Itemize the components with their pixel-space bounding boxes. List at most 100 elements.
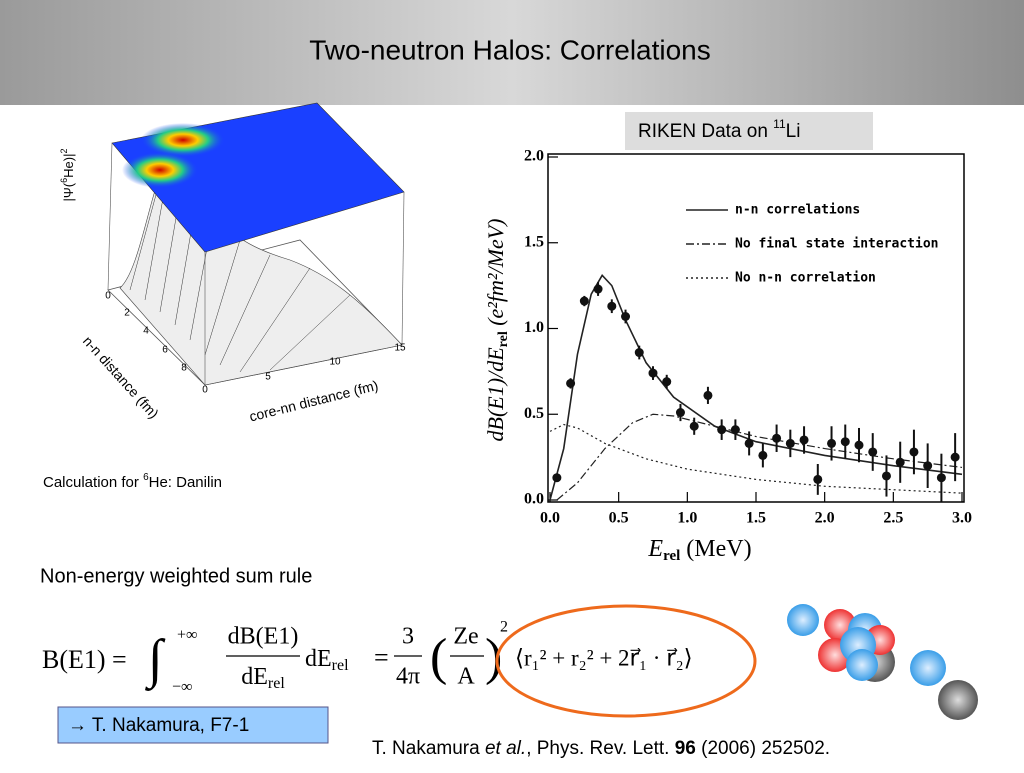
core-tick-label: 15 bbox=[394, 343, 406, 354]
y-axis-label-part: (e²fm²/MeV) bbox=[483, 219, 508, 332]
formula: B(E1) = ∫ +∞ −∞ dB(E1) dErel dErel = 3 4… bbox=[42, 619, 693, 696]
x-tick-label: 0.0 bbox=[540, 510, 560, 527]
data-point bbox=[703, 390, 713, 400]
data-point bbox=[552, 473, 562, 483]
formula-part: dErel bbox=[305, 646, 349, 674]
data-point bbox=[648, 368, 658, 378]
nn-tick-label: 4 bbox=[143, 326, 149, 337]
chart: 0.0 0.5 1.0 1.5 2.0 2.5 3.0 0.0 0.5 1.0 1.5 2.0 Erel… bbox=[483, 148, 972, 565]
formula-part: = bbox=[374, 643, 389, 672]
formula-part: −∞ bbox=[172, 679, 192, 696]
data-point bbox=[813, 474, 823, 484]
formula-part: ) bbox=[485, 629, 502, 686]
nn-tick-label: 2 bbox=[124, 308, 130, 319]
y-axis-label-part: dB(E1)/dE bbox=[483, 347, 508, 442]
data-point bbox=[621, 311, 631, 321]
x-axis-label-part: rel bbox=[663, 548, 680, 564]
x-axis-label: Erel (MeV) bbox=[647, 536, 751, 565]
highlight-ellipse bbox=[495, 604, 757, 718]
y-axis-label: dB(E1)/dErel (e²fm²/MeV) bbox=[483, 219, 511, 442]
data-point bbox=[799, 435, 809, 445]
data-point bbox=[840, 437, 850, 447]
x-tick-label: 1.5 bbox=[746, 510, 766, 527]
legend-label: No n-n correlation bbox=[735, 271, 876, 286]
y-tick-label: 1.0 bbox=[524, 319, 544, 336]
formula-part: A bbox=[457, 664, 475, 690]
data-point bbox=[593, 284, 603, 294]
core-tick-label: 10 bbox=[329, 357, 341, 368]
formula-part: 3 bbox=[402, 624, 414, 650]
riken-label: RIKEN Data on 11Li bbox=[638, 117, 800, 142]
legend-label: n-n correlations bbox=[735, 203, 860, 218]
data-point bbox=[936, 473, 946, 483]
surface-plot bbox=[107, 102, 405, 386]
data-point bbox=[607, 301, 617, 311]
riken-box bbox=[625, 112, 873, 150]
nn-tick-label: 0 bbox=[105, 291, 111, 302]
formula-part: ∫ bbox=[145, 628, 166, 691]
data-point bbox=[634, 348, 644, 358]
formula-part: ( bbox=[430, 629, 447, 686]
data-point bbox=[744, 438, 754, 448]
core-tick-label: 5 bbox=[265, 372, 271, 383]
banner bbox=[0, 0, 1024, 105]
x-tick-label: 2.5 bbox=[883, 510, 903, 527]
citation: T. Nakamura et al., Phys. Rev. Lett. 96 … bbox=[372, 738, 830, 759]
data-point bbox=[950, 452, 960, 462]
data-point bbox=[566, 378, 576, 388]
formula-part: Ze bbox=[453, 624, 478, 650]
nucleus-illustration bbox=[787, 604, 978, 720]
series-line bbox=[549, 274, 963, 501]
formula-part: B(E1) = bbox=[42, 645, 127, 674]
x-tick-label: 0.5 bbox=[609, 510, 629, 527]
series-line bbox=[549, 423, 963, 494]
formula-part: dB(E1) bbox=[228, 624, 299, 650]
series-line bbox=[556, 413, 963, 501]
data-point bbox=[758, 450, 768, 460]
x-tick-label: 3.0 bbox=[952, 510, 972, 527]
data-point bbox=[909, 447, 919, 457]
x-tick-label: 2.0 bbox=[815, 510, 835, 527]
y-tick-label: 0.0 bbox=[524, 491, 544, 508]
x-axis-label-part: (MeV) bbox=[680, 536, 751, 562]
y-axis-label-part: rel bbox=[496, 331, 511, 347]
y-tick-label: 0.5 bbox=[524, 405, 544, 422]
data-point bbox=[675, 408, 685, 418]
data-point bbox=[895, 457, 905, 467]
nn-axis-label: n-n distance (fm) bbox=[80, 333, 162, 422]
data-point bbox=[923, 461, 933, 471]
nn-tick-label: 6 bbox=[162, 345, 168, 356]
sum-rule: Non-energy weighted sum rule bbox=[40, 565, 312, 587]
y-tick-label: 2.0 bbox=[524, 148, 544, 165]
ref-box bbox=[57, 706, 329, 744]
data-point bbox=[662, 377, 672, 387]
calc-label: Calculation for 6He: Danilin bbox=[43, 472, 222, 491]
legend-label: No final state interaction bbox=[735, 237, 939, 252]
formula-part: +∞ bbox=[177, 627, 197, 644]
formula-part: ⟨r₁² + r₂² + 2r⃗₁ · r⃗₂⟩ bbox=[515, 645, 693, 670]
data-point bbox=[689, 421, 699, 431]
data-point bbox=[730, 425, 740, 435]
x-tick-label: 1.0 bbox=[677, 510, 697, 527]
ref-box-label: → T. Nakamura, F7-1 bbox=[68, 715, 249, 736]
formula-part: dErel bbox=[241, 664, 285, 692]
data-point bbox=[827, 438, 837, 448]
y-tick-label: 1.5 bbox=[524, 233, 544, 250]
core-axis-label: core-nn distance (fm) bbox=[248, 377, 380, 425]
formula-part: 4π bbox=[396, 664, 420, 690]
data-point bbox=[854, 440, 864, 450]
z-axis-label: |Ψ(6He)|2 bbox=[59, 149, 76, 202]
slide-title: Two-neutron Halos: Correlations bbox=[309, 34, 711, 65]
data-point bbox=[717, 425, 727, 435]
x-axis-label-part: E bbox=[647, 536, 663, 562]
data-point bbox=[868, 447, 878, 457]
core-tick-label: 0 bbox=[202, 385, 208, 396]
formula-part: 2 bbox=[500, 619, 508, 636]
data-point bbox=[579, 296, 589, 306]
data-point bbox=[881, 471, 891, 481]
nn-tick-label: 8 bbox=[181, 363, 187, 374]
data-point bbox=[785, 438, 795, 448]
data-point bbox=[772, 433, 782, 443]
